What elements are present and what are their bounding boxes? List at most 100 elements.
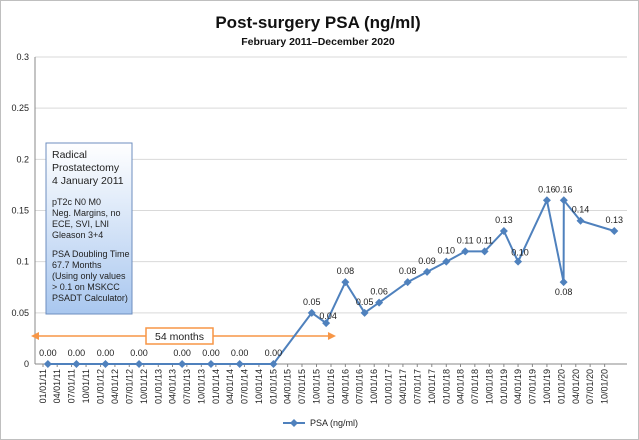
pathology-note-line-3: Gleason 3+4 [52, 230, 103, 240]
x-tick-label-29: 04/01/18 [455, 369, 465, 404]
data-point-6 [235, 360, 244, 368]
series-psa [43, 196, 619, 368]
data-labels: 0.00 0.00 0.00 0.00 0.00 0.00 0.00 0.00 0.05 0.04… [39, 184, 623, 358]
data-point-3 [135, 360, 144, 368]
x-tick-label-35: 10/01/19 [542, 369, 552, 404]
data-point-4 [178, 360, 187, 368]
data-point-13 [403, 278, 412, 287]
x-tick-label-37: 04/01/20 [571, 369, 581, 404]
data-point-22 [559, 196, 568, 205]
surgery-note-line-2: 4 January 2011 [52, 175, 124, 187]
x-tick-label-27: 10/01/17 [427, 369, 437, 404]
legend-swatch-marker [290, 419, 298, 427]
data-label-2: 0.00 [97, 348, 115, 358]
x-tick-label-13: 04/01/14 [225, 369, 235, 404]
x-tick-label-7: 10/01/12 [139, 369, 149, 404]
data-label-23: 0.14 [572, 205, 590, 215]
data-point-21 [559, 278, 568, 287]
surgery-note-box [45, 142, 133, 315]
x-tick-label-25: 04/01/17 [398, 369, 408, 404]
data-label-8: 0.05 [303, 297, 321, 307]
data-label-12: 0.06 [370, 287, 388, 297]
data-label-9: 0.04 [319, 311, 337, 321]
x-tick-label-34: 07/01/19 [527, 369, 537, 404]
data-label-10: 0.08 [337, 266, 355, 276]
y-tick-label-0: 0 [24, 359, 29, 369]
y-tick-label-4: 0.2 [16, 154, 29, 164]
data-label-5: 0.00 [202, 348, 220, 358]
data-point-7 [269, 360, 278, 368]
x-tick-label-1: 04/01/11 [52, 369, 62, 403]
x-tick-label-21: 04/01/16 [340, 369, 350, 404]
chart-title: Post-surgery PSA (ng/ml) [215, 13, 420, 32]
data-label-16: 0.11 [457, 235, 474, 245]
x-tick-label-2: 07/01/11 [67, 369, 77, 403]
x-tick-label-33: 04/01/19 [513, 369, 523, 404]
x-tick-label-4: 01/01/12 [96, 369, 106, 404]
x-tick-label-23: 10/01/16 [369, 369, 379, 404]
data-point-11 [360, 308, 369, 317]
data-label-4: 0.00 [173, 348, 191, 358]
x-tick-label-28: 01/01/18 [441, 369, 451, 404]
data-point-16 [461, 247, 470, 256]
data-point-5 [206, 360, 215, 368]
interval-label-box [145, 327, 214, 345]
data-label-11: 0.05 [356, 297, 374, 307]
x-tick-label-39: 10/01/20 [600, 369, 610, 404]
psadt-note-line-4: PSADT Calculator) [52, 293, 128, 303]
y-tick-label-5: 0.25 [11, 103, 29, 113]
data-label-17: 0.11 [476, 235, 493, 245]
data-label-3: 0.00 [130, 348, 148, 358]
y-tick-label-1: 0.05 [11, 308, 29, 318]
y-tick-label-6: 0.3 [16, 52, 29, 62]
series-line-0 [47, 197, 615, 365]
x-tick-label-30: 07/01/18 [470, 369, 480, 404]
data-point-12 [375, 298, 384, 307]
pathology-note-line-2: ECE, SVI, LNI [52, 219, 109, 229]
data-point-2 [101, 360, 110, 368]
pathology-note-line-1: Neg. Margins, no [52, 208, 121, 218]
surgery-note-line-0: Radical [52, 149, 87, 161]
psadt-note-line-1: 67.7 Months [52, 260, 102, 270]
data-label-18: 0.13 [495, 215, 513, 225]
legend: PSA (ng/ml) [283, 418, 358, 428]
x-tick-label-19: 10/01/15 [311, 369, 321, 404]
interval-label: 54 months [155, 331, 204, 343]
data-label-15: 0.10 [438, 246, 456, 256]
x-axis: 01/01/11 04/01/11 07/01/11 10/01/11 01/01/12… [38, 364, 610, 404]
x-tick-label-32: 01/01/19 [499, 369, 509, 404]
x-tick-label-31: 10/01/18 [484, 369, 494, 404]
psadt-note-line-0: PSA Doubling Time [52, 249, 130, 259]
data-point-14 [423, 267, 432, 276]
data-point-24 [610, 226, 619, 235]
data-label-20: 0.16 [538, 184, 556, 194]
data-label-6: 0.00 [231, 348, 249, 358]
surgery-note-line-1: Prostatectomy [52, 162, 120, 174]
data-label-1: 0.00 [68, 348, 86, 358]
data-label-24: 0.13 [606, 215, 624, 225]
data-point-17 [480, 247, 489, 256]
x-tick-label-16: 01/01/15 [268, 369, 278, 404]
x-tick-label-3: 10/01/11 [81, 369, 91, 403]
data-point-19 [514, 257, 523, 266]
x-tick-label-12: 01/01/14 [211, 369, 221, 404]
x-tick-label-17: 04/01/15 [283, 369, 293, 404]
x-tick-label-0: 01/01/11 [38, 369, 48, 403]
data-point-8 [307, 308, 316, 317]
x-tick-label-9: 04/01/13 [167, 369, 177, 404]
interval-arrow-right-head [327, 332, 336, 340]
psadt-note-line-2: (Using only values [52, 271, 126, 281]
data-label-7: 0.00 [265, 348, 283, 358]
x-tick-label-24: 01/01/17 [384, 369, 394, 404]
data-point-15 [442, 257, 451, 266]
chart-subtitle: February 2011–December 2020 [241, 36, 395, 48]
data-point-18 [499, 226, 508, 235]
x-tick-label-14: 07/01/14 [239, 369, 249, 404]
x-tick-label-5: 04/01/12 [110, 369, 120, 404]
x-tick-label-8: 01/01/13 [153, 369, 163, 404]
data-point-9 [322, 319, 331, 328]
x-tick-label-20: 01/01/16 [326, 369, 336, 404]
data-point-20 [542, 196, 551, 205]
